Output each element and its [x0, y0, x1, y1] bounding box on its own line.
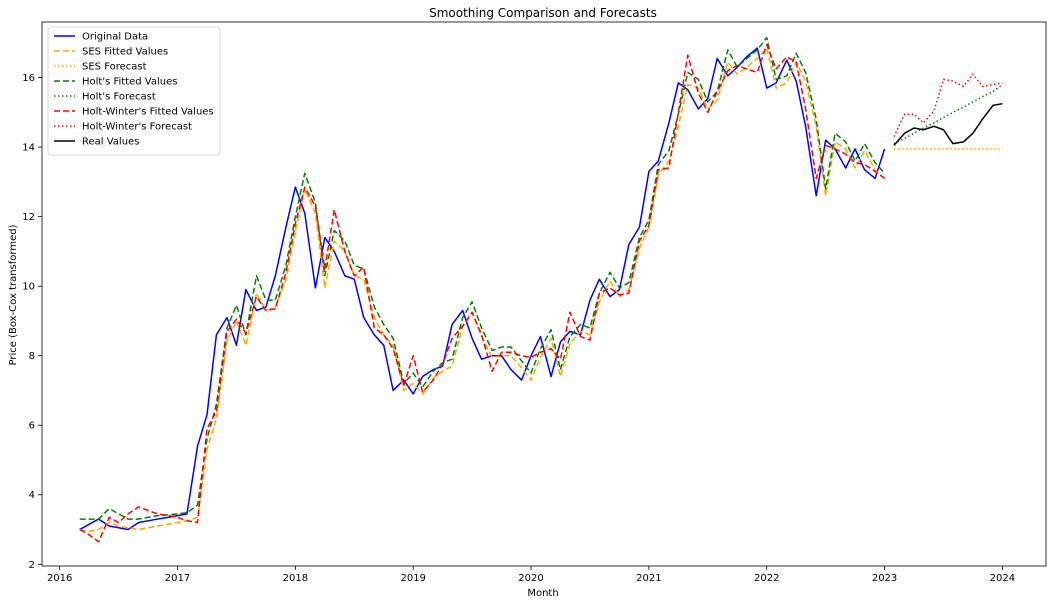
- y-tick-label: 4: [29, 490, 35, 501]
- legend-label: SES Forecast: [82, 62, 147, 73]
- y-tick-label: 10: [22, 282, 35, 293]
- y-tick-label: 6: [29, 421, 35, 432]
- plot-frame: [41, 21, 1047, 567]
- legend-label: Real Values: [82, 137, 139, 148]
- legend-label: Holt-Winter's Forecast: [82, 122, 192, 133]
- legend-label: SES Fitted Values: [82, 47, 168, 58]
- y-axis-ticks: 2 4 6 8 10 12 14 16: [22, 73, 42, 571]
- x-tick-label: 2020: [518, 573, 543, 584]
- x-tick-label: 2016: [47, 573, 72, 584]
- series-line-holt-winter-s-fitted-values: [79, 43, 886, 543]
- x-tick-label: 2018: [283, 573, 308, 584]
- x-axis-label: Month: [527, 588, 558, 599]
- y-tick-label: 8: [29, 351, 35, 362]
- x-axis-ticks: 2016 2017 2018 2019 2020 2021 2022 2023 2024: [47, 566, 1015, 584]
- x-tick-label: 2022: [754, 573, 779, 584]
- y-tick-label: 14: [22, 143, 35, 154]
- x-tick-label: 2019: [400, 573, 425, 584]
- legend-label: Holt's Fitted Values: [82, 77, 177, 88]
- y-tick-label: 16: [22, 73, 35, 84]
- series-line-holt-s-forecast: [893, 83, 1003, 145]
- y-axis-label: Price (Box-Cox transformed): [8, 224, 19, 365]
- x-tick-label: 2017: [165, 573, 190, 584]
- series-line-original-data: [79, 47, 886, 531]
- legend-label: Original Data: [82, 32, 148, 43]
- y-tick-label: 2: [29, 560, 35, 571]
- legend-box: [47, 26, 221, 156]
- y-tick-label: 12: [22, 212, 35, 223]
- series-line-real-values: [893, 102, 1003, 146]
- x-tick-label: 2021: [636, 573, 661, 584]
- legend-label: Holt-Winter's Fitted Values: [82, 107, 214, 118]
- plot-area: 2016 2017 2018 2019 2020 2021 2022 2023 2024 2 4 6…: [22, 21, 1047, 584]
- series-line-holt-winter-s-forecast: [893, 73, 1003, 138]
- legend-label: Holt's Forecast: [82, 92, 156, 103]
- x-tick-label: 2023: [872, 573, 897, 584]
- series-layer: [79, 36, 1003, 543]
- x-tick-label: 2024: [990, 573, 1015, 584]
- legend: Original Data SES Fitted Values SES Foreca…: [47, 26, 221, 156]
- chart-title: Smoothing Comparison and Forecasts: [429, 6, 657, 20]
